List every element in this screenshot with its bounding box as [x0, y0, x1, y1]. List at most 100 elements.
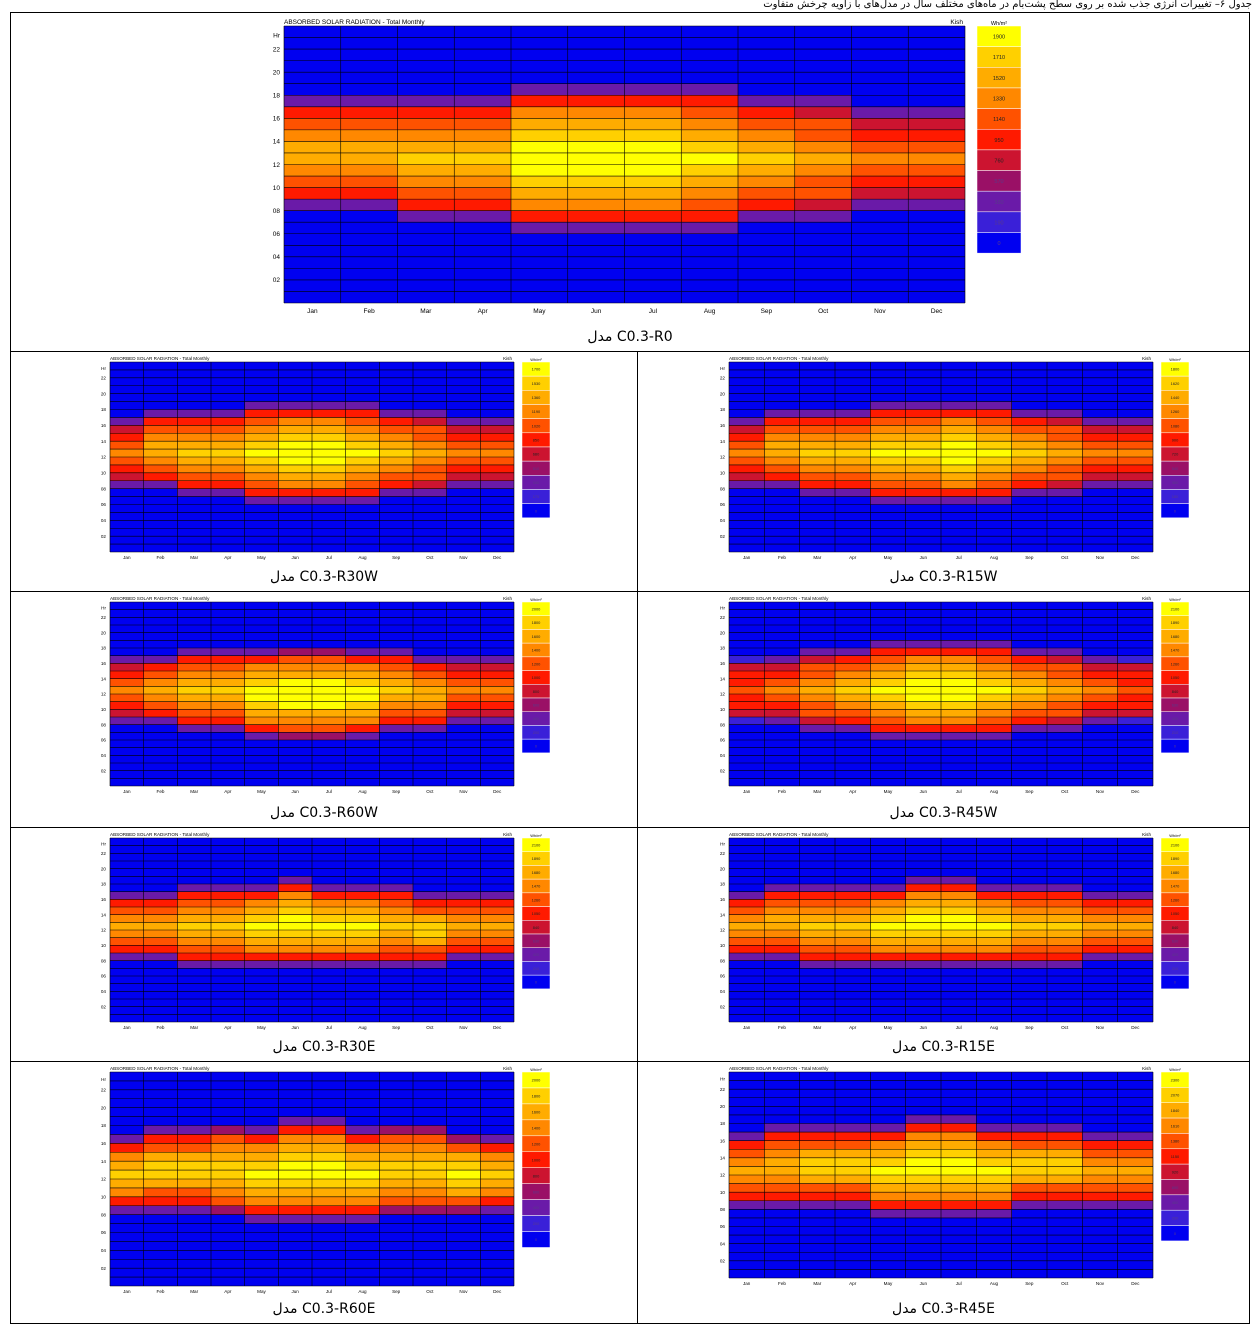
heatmap-cell	[870, 449, 906, 457]
table-cell: ABSORBED SOLAR RADIATION - Total Monthly…	[11, 1062, 637, 1323]
heatmap-cell	[143, 945, 178, 953]
y-tick-label: 20	[101, 866, 107, 871]
heatmap-cell	[624, 106, 682, 119]
heatmap-cell	[143, 678, 178, 687]
y-tick-label: 02	[720, 1004, 726, 1009]
heatmap-cell	[413, 914, 447, 923]
heatmap-cell	[278, 457, 312, 465]
legend-label: 2000	[532, 1078, 542, 1083]
heatmap-cell	[1011, 472, 1047, 481]
y-tick-label: 08	[720, 958, 726, 963]
heatmap-cell	[211, 663, 245, 671]
heatmap-cell	[244, 1152, 279, 1162]
heatmap-cell	[446, 686, 481, 694]
heatmap-cell	[284, 106, 341, 119]
heatmap-cell	[143, 441, 178, 450]
heatmap-cell	[870, 1140, 906, 1150]
x-tick-label: Jan	[743, 1281, 751, 1286]
heatmap-cell	[1082, 922, 1118, 930]
heatmap-cell	[244, 671, 279, 679]
heatmap-cell	[143, 701, 178, 710]
heatmap-cell	[345, 724, 380, 733]
heatmap-cell	[511, 187, 568, 200]
heatmap-cell	[1047, 709, 1083, 717]
heatmap-cell	[976, 640, 1012, 648]
heatmap-cell	[1117, 1157, 1153, 1167]
heatmap-cell	[278, 663, 312, 671]
heatmap-cell	[397, 152, 455, 165]
heatmap-cell	[729, 937, 765, 946]
heatmap-cell	[905, 732, 941, 740]
heatmap-cell	[211, 960, 245, 969]
heatmap-cell	[446, 922, 481, 930]
heatmap-cell	[379, 417, 413, 426]
heatmap-cell	[345, 464, 380, 473]
legend-label: 420	[533, 952, 540, 957]
heatmap-cell	[1011, 480, 1047, 489]
heatmap-cell	[312, 401, 346, 410]
chart-caption: مدل C0.3-R15W	[889, 569, 998, 585]
heatmap-cell	[1047, 1175, 1083, 1184]
heatmap-cell	[908, 141, 965, 153]
heatmap-cell	[1082, 937, 1118, 946]
heatmap-cell	[244, 1134, 279, 1144]
heatmap-cell	[624, 83, 682, 96]
heatmap-cell	[143, 709, 178, 717]
heatmap-cell	[729, 1192, 765, 1201]
heatmap-cell	[446, 1179, 481, 1188]
heatmap-cell	[480, 1179, 514, 1188]
heatmap-cell	[454, 106, 511, 119]
heatmap-cell	[870, 472, 906, 481]
heatmap-cell	[941, 1183, 977, 1193]
heatmap-cell	[244, 1170, 279, 1179]
heatmap-cell	[1011, 1183, 1047, 1193]
heatmap-cell	[835, 709, 871, 717]
table-row: ABSORBED SOLAR RADIATION - Total Monthly…	[11, 1061, 1249, 1324]
y-tick-label: 02	[720, 768, 726, 773]
heatmap-cell	[177, 409, 211, 418]
heatmap-cell	[681, 83, 738, 96]
heatmap-cell	[764, 945, 800, 953]
heatmap-cell	[1082, 678, 1118, 687]
legend-label: 200	[533, 730, 540, 735]
heatmap-cell	[278, 441, 312, 450]
x-tick-label: Nov	[1096, 1281, 1105, 1286]
x-tick-label: Oct	[1061, 1025, 1069, 1030]
heatmap-cell	[729, 678, 765, 687]
heatmap-cell	[340, 187, 398, 200]
heatmap-cell	[567, 152, 625, 165]
x-tick-label: Jun	[291, 789, 299, 794]
heatmap-cell	[345, 472, 380, 481]
chart-location: Kish	[1142, 1066, 1151, 1071]
heatmap-cell	[143, 472, 178, 481]
x-tick-label: Jun	[920, 1281, 928, 1286]
heatmap-cell	[941, 449, 977, 457]
legend-label: 1400	[532, 648, 542, 653]
heatmap-cell	[941, 640, 977, 648]
heatmap-cell	[480, 701, 514, 710]
heatmap-cell	[976, 930, 1012, 938]
x-tick-label: Oct	[426, 1025, 434, 1030]
heatmap-cell	[211, 945, 245, 953]
heatmap-cell	[397, 118, 455, 130]
heatmap-cell	[1047, 960, 1083, 969]
y-tick-label: 22	[720, 1087, 726, 1092]
x-tick-label: Sep	[1025, 1025, 1034, 1030]
heatmap-cell	[211, 488, 245, 497]
heatmap-cell	[1117, 914, 1153, 923]
heatmap-cell	[110, 1134, 144, 1144]
heatmap-cell	[211, 425, 245, 434]
heatmap-cell	[345, 1214, 380, 1224]
heatmap-cell	[1047, 1192, 1083, 1201]
heatmap-cell	[799, 480, 835, 489]
heatmap-cell	[870, 671, 906, 679]
heatmap-cell	[177, 907, 211, 915]
heatmap-cell	[379, 1143, 413, 1153]
y-axis-label: Hr	[101, 606, 106, 611]
x-tick-label: Jan	[123, 789, 131, 794]
heatmap-cell	[905, 449, 941, 457]
legend-swatch	[521, 503, 551, 519]
heatmap-cell	[905, 472, 941, 481]
heatmap-cell	[177, 701, 211, 710]
heatmap-cell	[764, 891, 800, 900]
